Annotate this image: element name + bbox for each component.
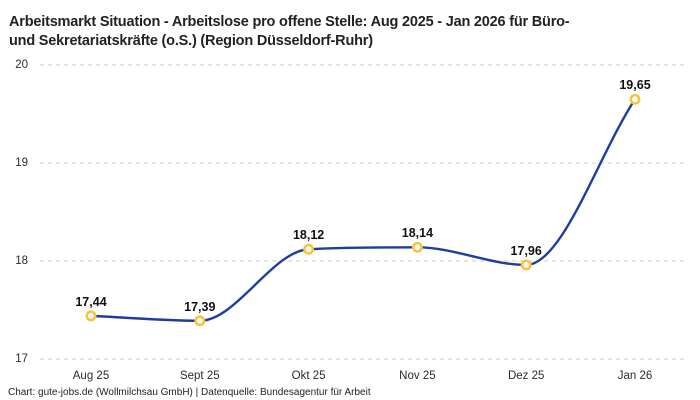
data-point-value-label: 19,65	[619, 78, 651, 93]
chart-credit: Chart: gute-jobs.de (Wollmilchsau GmbH) …	[8, 387, 371, 398]
y-axis-tick-label: 17	[15, 353, 28, 365]
y-axis-tick-label: 20	[15, 59, 28, 71]
x-axis-tick-label: Jan 26	[617, 370, 653, 382]
chart-title: Arbeitsmarkt Situation - Arbeitslose pro…	[9, 13, 693, 52]
data-point-marker	[194, 315, 206, 327]
x-axis-tick-label: Dez 25	[507, 370, 545, 382]
data-point-value-label: 18,12	[292, 228, 325, 243]
chart-title-line-1: Arbeitsmarkt Situation - Arbeitslose pro…	[9, 13, 570, 30]
data-point-value-label: 17,39	[184, 299, 216, 314]
y-axis-tick-label: 18	[15, 255, 28, 267]
y-axis-tick-label: 19	[15, 157, 28, 169]
data-point-marker	[85, 310, 97, 322]
data-point-marker	[629, 93, 641, 105]
x-axis-tick-label: Sept 25	[179, 370, 220, 382]
chart-title-line-2: und Sekretariatskräfte (o.S.) (Region Dü…	[9, 33, 373, 50]
x-axis-tick-label: Aug 25	[72, 370, 110, 382]
data-point-value-label: 18,14	[401, 226, 434, 241]
data-point-value-label: 17,96	[510, 243, 542, 258]
x-axis-tick-label: Nov 25	[399, 370, 436, 382]
x-axis-tick-label: Okt 25	[291, 370, 326, 382]
data-point-marker	[520, 259, 532, 271]
data-point-marker	[303, 243, 315, 255]
data-point-marker	[411, 241, 423, 253]
trend-line	[89, 98, 637, 322]
data-point-value-label: 17,44	[75, 294, 107, 309]
